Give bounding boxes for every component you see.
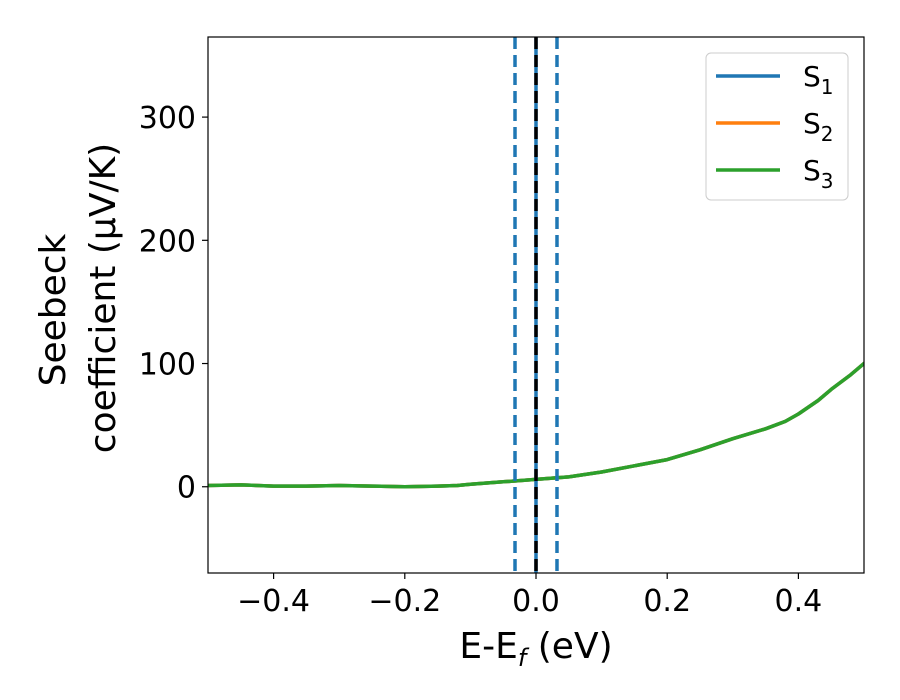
y-tick-label: 200 [139,224,196,259]
x-axis-label: E-Ef (eV) [459,626,612,672]
x-tick-label: 0.4 [775,584,823,619]
axis-ticks: −0.4 −0.2 0.0 0.2 0.4 0 100 200 300 [139,101,823,619]
series-line-s3 [208,361,864,489]
legend-label-s1: S1 [803,60,834,99]
x-tick-label: −0.4 [237,584,310,619]
y-tick-label: 300 [139,101,196,136]
legend-label-s3: S3 [803,154,834,193]
legend-label-s2: S2 [803,107,834,146]
x-tick-label: 0.0 [512,584,560,619]
legend: S1 S2 S3 [705,52,849,201]
plot-area [208,37,864,573]
y-axis-label-line2: coefficient (μV/K) [83,143,124,453]
y-axis-label: Seebeck coefficient (μV/K) [33,143,124,453]
x-tick-label: 0.2 [643,584,691,619]
legend-box [705,52,849,201]
y-tick-label: 0 [177,471,196,506]
x-axis-label-main: E-E [459,626,517,667]
y-tick-label: 100 [139,348,196,383]
x-axis-label-tail: (eV) [526,626,612,667]
y-axis-label-line1: Seebeck [33,233,74,386]
x-tick-label: −0.2 [368,584,441,619]
